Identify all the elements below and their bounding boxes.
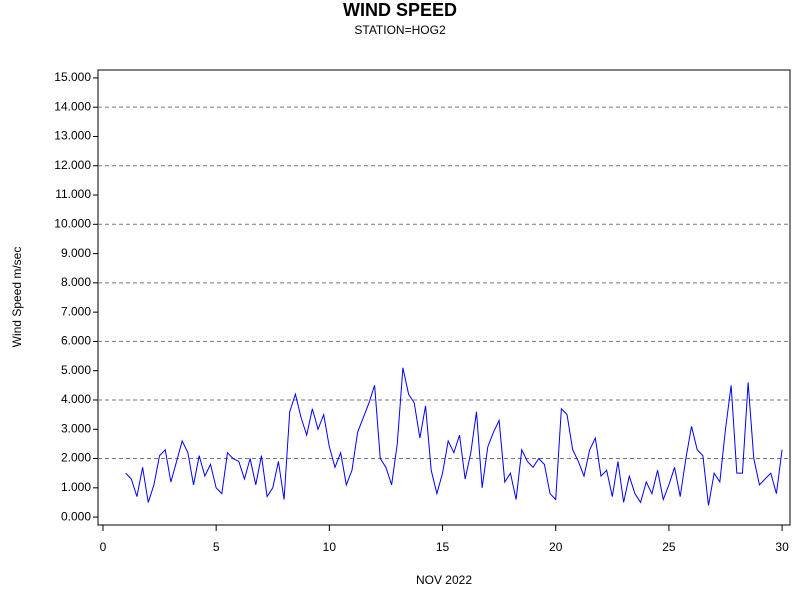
y-tick-label: 11.000 [55,187,91,201]
y-tick-label: 10.000 [54,216,91,230]
x-tick-label: 20 [549,540,563,554]
y-tick-label: 15.000 [54,70,91,84]
data-line [125,367,783,506]
y-tick-label: 7.000 [61,304,91,318]
y-axis-label: Wind Speed m/sec [10,247,24,348]
y-tick-label: 6.000 [61,334,91,348]
x-tick-label: 25 [662,540,676,554]
y-tick-label: 5.000 [61,363,91,377]
x-tick-label: 15 [436,540,450,554]
y-tick-label: 4.000 [61,392,91,406]
x-tick-label: 30 [775,540,789,554]
y-tick-label: 8.000 [61,275,91,289]
y-tick-label: 3.000 [61,421,91,435]
y-tick-label: 2.000 [61,451,91,465]
x-tick-label: 10 [323,540,337,554]
y-tick-label: 12.000 [54,158,91,172]
y-tick-label: 0.000 [61,509,91,523]
y-tick-label: 1.000 [61,480,91,494]
chart-subtitle: STATION=HOG2 [354,23,446,37]
y-tick-label: 9.000 [61,246,91,260]
plot-frame [97,69,791,526]
y-tick-label: 14.000 [54,99,91,113]
x-axis-label: NOV 2022 [416,573,472,587]
y-tick-label: 13.000 [54,129,91,143]
chart-title: WIND SPEED [343,0,457,20]
x-tick-label: 0 [100,540,107,554]
x-tick-label: 5 [213,540,220,554]
